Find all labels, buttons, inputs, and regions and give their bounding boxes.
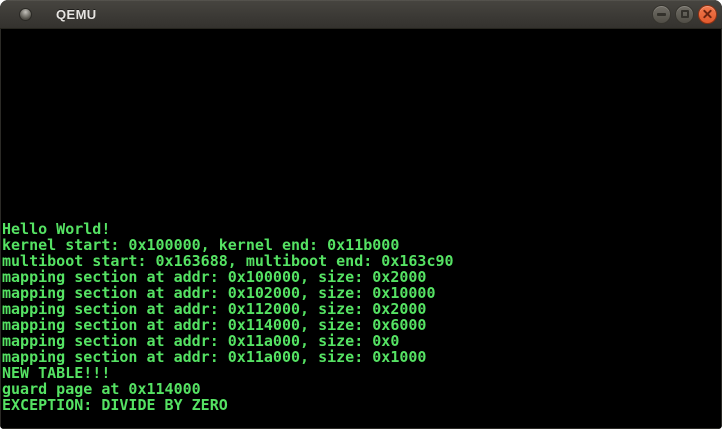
app-icon [19, 7, 32, 21]
window-controls [652, 4, 717, 24]
close-icon [702, 9, 713, 20]
terminal-text: Hello World! kernel start: 0x100000, ker… [2, 220, 454, 414]
maximize-icon [680, 10, 689, 18]
minimize-button[interactable] [652, 4, 671, 24]
window-title: QEMU [56, 6, 97, 22]
titlebar[interactable]: QEMU [0, 0, 722, 29]
maximize-button[interactable] [675, 4, 694, 24]
close-button[interactable] [698, 4, 717, 24]
terminal-display[interactable]: Hello World! kernel start: 0x100000, ker… [0, 29, 722, 429]
minimize-icon [657, 12, 666, 16]
